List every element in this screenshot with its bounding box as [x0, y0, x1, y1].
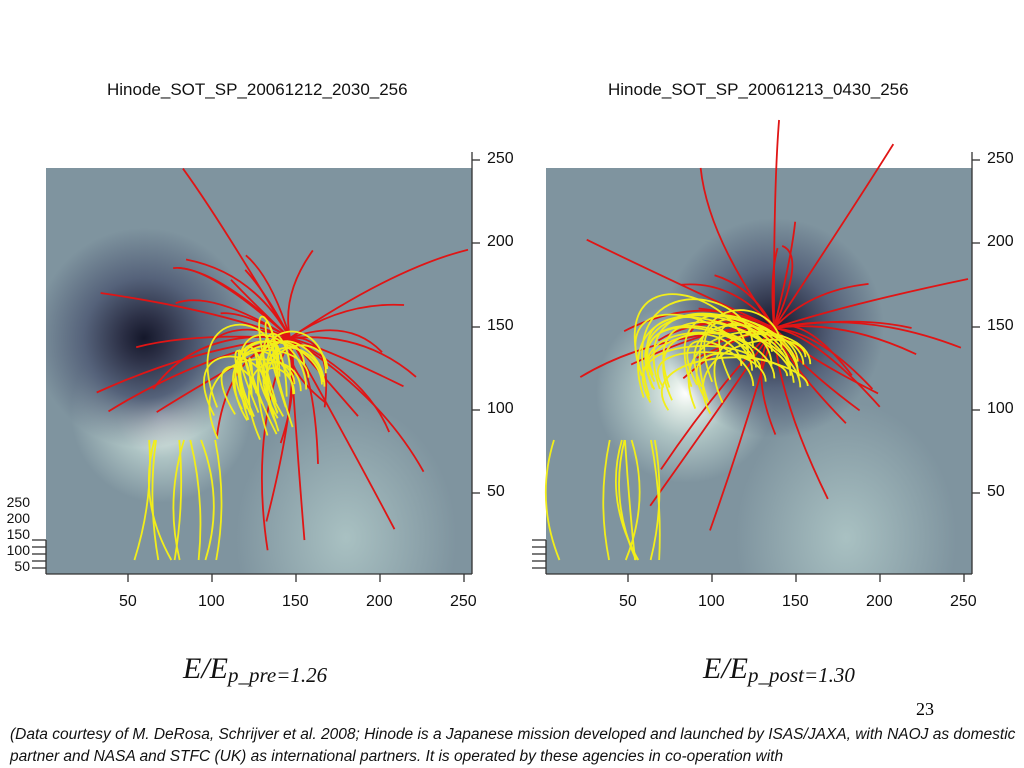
stacked-tick-label: 150 [6, 526, 30, 542]
field-line [289, 337, 425, 473]
field-line [237, 334, 308, 421]
field-line [262, 332, 292, 432]
field-line [544, 439, 561, 561]
tick-label: 100 [698, 593, 725, 610]
field-line [289, 337, 390, 433]
energy-ratio-pre: E/Ep_pre=1.26 [183, 652, 328, 687]
field-line [637, 314, 792, 398]
field-line [773, 245, 794, 329]
tick-label: 100 [198, 593, 225, 610]
field-line [248, 357, 278, 435]
field-line [718, 322, 773, 380]
field-line [662, 321, 802, 388]
field-line [771, 247, 779, 329]
left-stacked-ticks: 250 200 150 100 50 [2, 494, 30, 574]
tick-label: 100 [487, 400, 514, 417]
field-line [230, 279, 291, 339]
field-line [660, 356, 789, 411]
stacked-tick-label: 50 [14, 558, 30, 574]
field-line [624, 439, 641, 561]
field-line [289, 248, 469, 339]
field-line [773, 143, 895, 329]
field-line [773, 221, 797, 329]
stacked-tick-label: 250 [6, 494, 30, 510]
tick-label: 200 [487, 233, 514, 250]
field-line [698, 309, 783, 403]
field-line [182, 168, 291, 339]
tick-label: 100 [987, 400, 1014, 417]
field-line [773, 119, 780, 329]
magnetogram-pre [46, 168, 472, 574]
field-line [151, 439, 160, 561]
field-line [714, 274, 775, 329]
tick-label: 250 [987, 150, 1014, 167]
field-line [683, 314, 800, 388]
field-line [773, 327, 879, 395]
tick-label: 250 [450, 593, 477, 610]
tick-label: 50 [487, 483, 505, 500]
tick-label: 200 [866, 593, 893, 610]
tick-label: 200 [366, 593, 393, 610]
field-line [232, 349, 310, 410]
tick-label: 150 [282, 593, 309, 610]
field-line [173, 266, 291, 339]
field-line [265, 346, 324, 413]
field-line [173, 439, 183, 561]
field-line [214, 439, 223, 561]
tick-label: 50 [987, 483, 1005, 500]
field-line [624, 439, 636, 561]
stacked-tick-label: 100 [6, 542, 30, 558]
field-line [773, 278, 969, 329]
field-line [641, 345, 762, 400]
magnetogram-post [546, 168, 972, 574]
field-line [147, 439, 173, 561]
field-line [773, 327, 881, 408]
field-line [586, 238, 775, 329]
field-line [287, 249, 314, 339]
field-line [709, 327, 775, 531]
field-line [646, 326, 757, 383]
field-line [261, 337, 291, 551]
field-line [133, 439, 151, 561]
field-line [649, 327, 775, 507]
field-line [773, 325, 917, 355]
energy-ratio-post: E/Ep_post=1.30 [703, 652, 855, 687]
field-line [602, 439, 611, 561]
field-line [289, 336, 417, 378]
field-line [660, 327, 775, 470]
tick-label: 50 [619, 593, 637, 610]
field-line [289, 337, 404, 388]
field-line [152, 335, 291, 390]
field-line [189, 439, 202, 561]
panel-title-pre: Hinode_SOT_SP_20061212_2030_256 [107, 80, 408, 99]
field-line [650, 439, 661, 561]
field-line [234, 340, 283, 410]
field-line [633, 293, 750, 376]
field-line [265, 344, 329, 424]
tick-label: 150 [987, 317, 1014, 334]
field-line [773, 321, 962, 349]
stacked-tick-label: 200 [6, 510, 30, 526]
page-number: 23 [916, 699, 934, 719]
credit-text: (Data courtesy of M. DeRosa, Schrijver e… [10, 726, 1016, 765]
field-line [623, 309, 775, 332]
tick-label: 150 [487, 317, 514, 334]
field-line [200, 439, 215, 561]
field-line [253, 347, 285, 417]
field-line [699, 167, 775, 329]
panel-title-post: Hinode_SOT_SP_20061213_0430_256 [608, 80, 909, 99]
tick-label: 200 [987, 233, 1014, 250]
field-line [687, 330, 812, 409]
field-line [773, 283, 869, 329]
field-line [245, 254, 291, 339]
tick-label: 250 [487, 150, 514, 167]
tick-label: 250 [950, 593, 977, 610]
tick-label: 50 [119, 593, 137, 610]
tick-label: 150 [782, 593, 809, 610]
field-line [713, 333, 805, 404]
